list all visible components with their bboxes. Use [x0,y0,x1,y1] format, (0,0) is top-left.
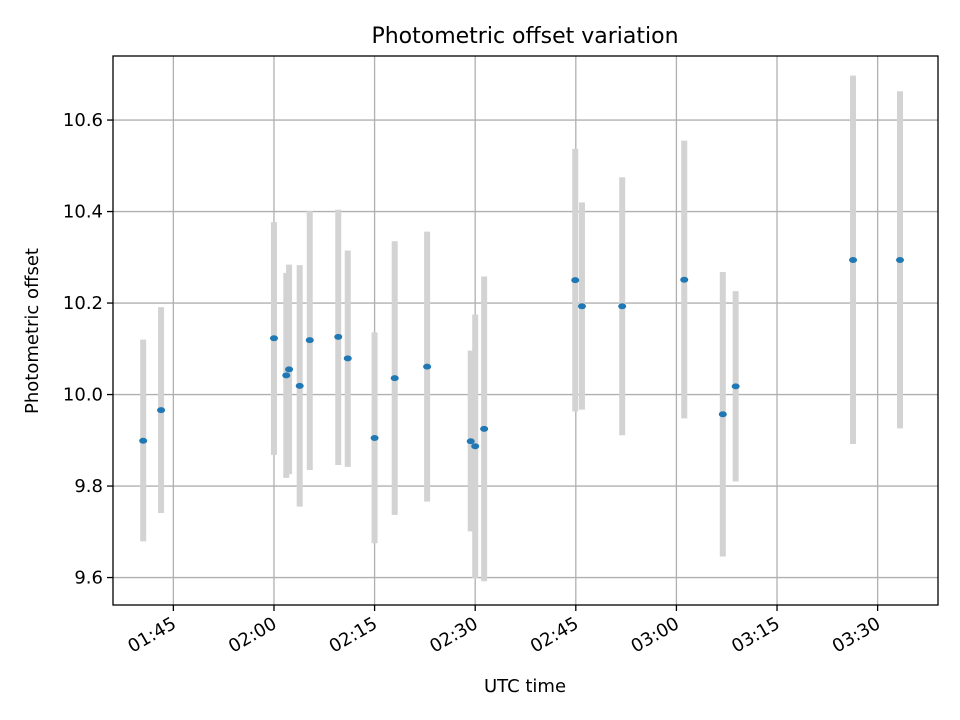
x-axis-label: UTC time [484,676,566,697]
data-point [285,366,294,373]
data-point [466,438,475,445]
y-tick-label: 10.6 [63,110,103,131]
data-point [618,303,627,310]
data-point [718,411,727,418]
data-points [139,257,904,450]
data-point [282,372,291,379]
data-point [849,257,858,264]
data-point [139,437,148,444]
data-point [423,363,432,370]
data-point [471,443,480,450]
y-axis-ticks: 9.6 9.8 10.0 10.2 10.4 10.6 [63,110,113,589]
data-point [571,277,580,284]
data-point [157,407,166,414]
data-point [295,382,304,389]
y-tick-label: 10.4 [63,202,103,223]
chart-title: Photometric offset variation [371,24,678,49]
data-point [480,425,489,432]
plot-frame [112,55,939,606]
y-axis-label: Photometric offset [22,248,43,414]
data-point [305,337,314,344]
y-tick-label: 10.0 [63,385,103,406]
data-point [334,333,343,340]
data-point [370,435,379,442]
data-point [343,355,352,362]
data-point [895,257,904,264]
data-point [731,383,740,390]
data-point [390,375,399,382]
data-point [680,276,689,283]
grid [113,56,938,605]
data-point [577,303,586,310]
y-tick-label: 9.8 [74,476,103,497]
data-point [269,335,278,342]
y-tick-label: 10.2 [63,293,103,314]
y-tick-label: 9.6 [74,568,103,589]
